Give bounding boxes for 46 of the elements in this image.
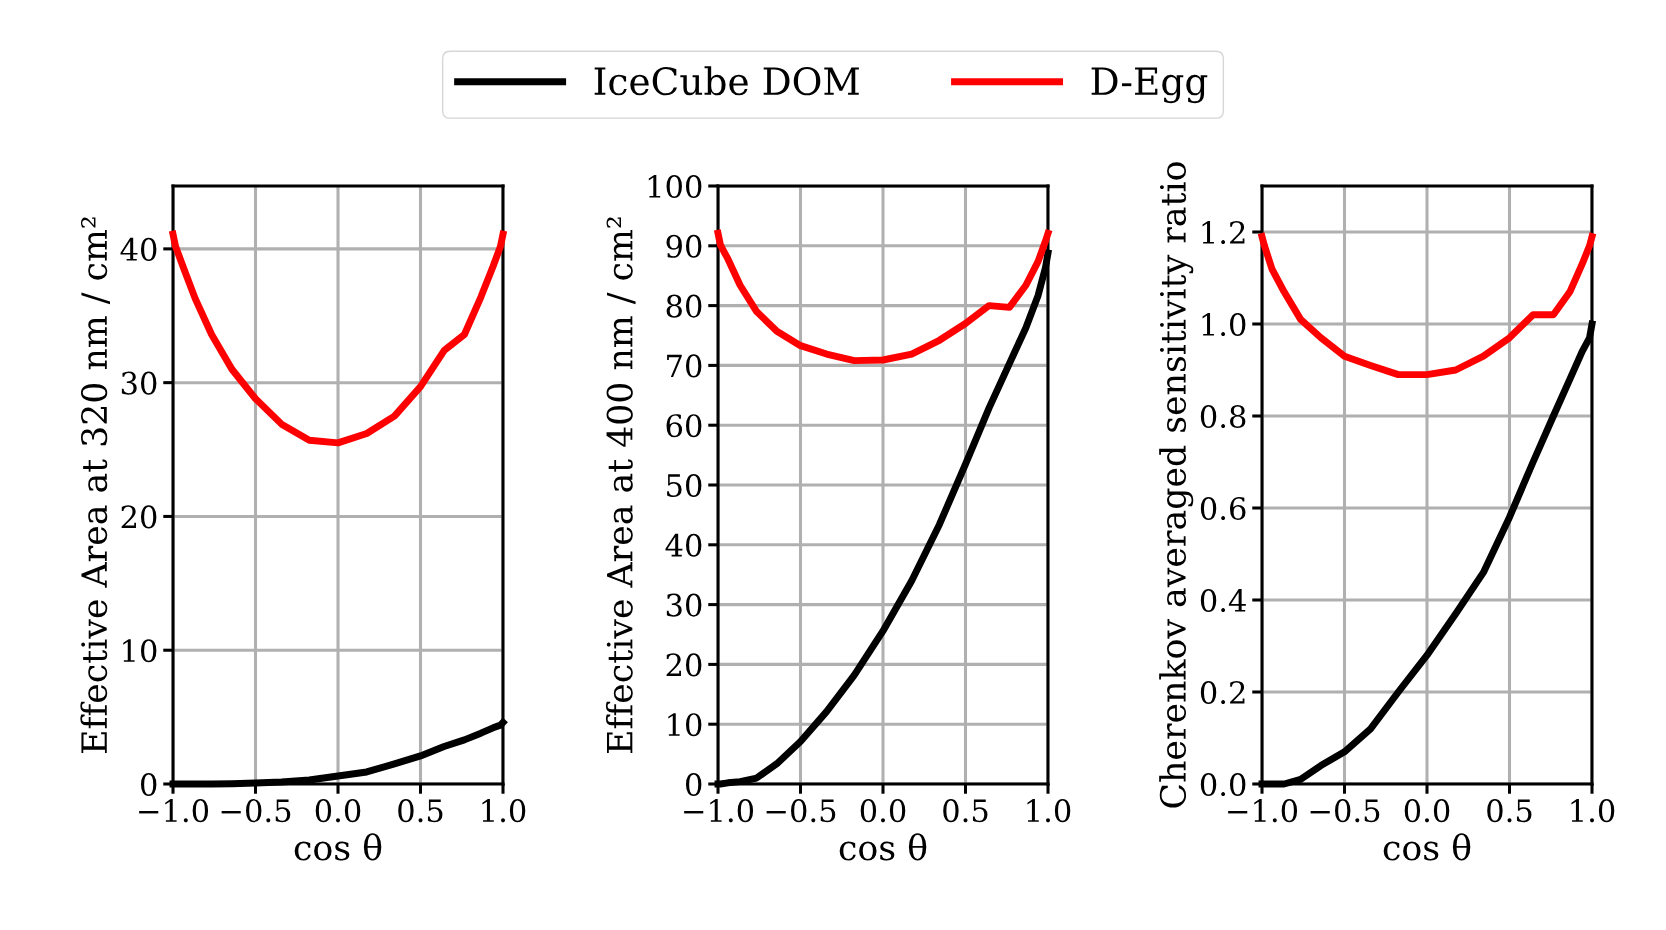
y-tick-label: 40 <box>665 533 702 557</box>
x-tick-label: −1.0 <box>139 799 209 823</box>
y-tick-label: 0 <box>685 772 702 797</box>
x-tick-label: −0.5 <box>1310 799 1380 823</box>
x-tick-label: 1.0 <box>482 799 526 823</box>
y-tick-label: 1.0 <box>1202 312 1246 337</box>
y-tick-label: 70 <box>667 354 702 378</box>
y-tick-label: 10 <box>123 639 157 663</box>
y-axis-title: Cherenkov averaged sensitivity ratio <box>1159 162 1194 808</box>
y-tick-label: 0.6 <box>1200 496 1246 521</box>
x-tick-label: 0.0 <box>860 799 906 823</box>
legend-label: D-Egg <box>1091 67 1208 104</box>
y-tick-label: 0.2 <box>1200 680 1245 705</box>
x-tick-label: 0.0 <box>315 799 361 823</box>
y-tick-label: 100 <box>648 174 702 199</box>
y-axis-title: Effective Area at 320 nm / cm² <box>80 217 110 753</box>
x-tick-label: 0.5 <box>1487 799 1532 823</box>
y-tick-label: 1.2 <box>1202 220 1245 245</box>
y-tick-label: 0.4 <box>1200 588 1246 613</box>
y-tick-label: 0.8 <box>1200 404 1246 429</box>
x-tick-label: 1.0 <box>1571 799 1615 823</box>
y-tick-label: 90 <box>666 234 702 258</box>
x-tick-label: −1.0 <box>1228 799 1298 823</box>
x-tick-label: −1.0 <box>684 799 754 823</box>
x-tick-label: 0.5 <box>398 799 443 823</box>
x-tick-label: 0.0 <box>1404 799 1450 823</box>
x-tick-label: 0.5 <box>943 799 988 823</box>
y-tick-label: 60 <box>666 414 702 438</box>
legend-label: IceCube DOM <box>594 66 859 96</box>
y-axis-title: Effective Area at 400 nm / cm² <box>605 217 636 753</box>
y-tick-label: 20 <box>666 653 702 677</box>
y-tick-label: 10 <box>668 713 702 737</box>
x-axis-title: cos θ <box>1383 833 1471 861</box>
y-tick-label: 80 <box>666 294 702 318</box>
x-tick-label: 1.0 <box>1027 799 1071 823</box>
x-axis-title: cos θ <box>839 833 927 861</box>
y-tick-label: 30 <box>666 593 702 617</box>
y-tick-label: 50 <box>667 473 702 498</box>
x-axis-title: cos θ <box>294 833 382 861</box>
y-tick-label: 40 <box>120 237 157 261</box>
y-tick-label: 0 <box>140 772 157 797</box>
y-tick-label: 30 <box>121 371 157 395</box>
y-tick-label: 0.0 <box>1200 772 1246 797</box>
x-tick-label: −0.5 <box>221 799 291 823</box>
x-tick-label: −0.5 <box>766 799 836 823</box>
y-tick-label: 20 <box>121 505 157 529</box>
